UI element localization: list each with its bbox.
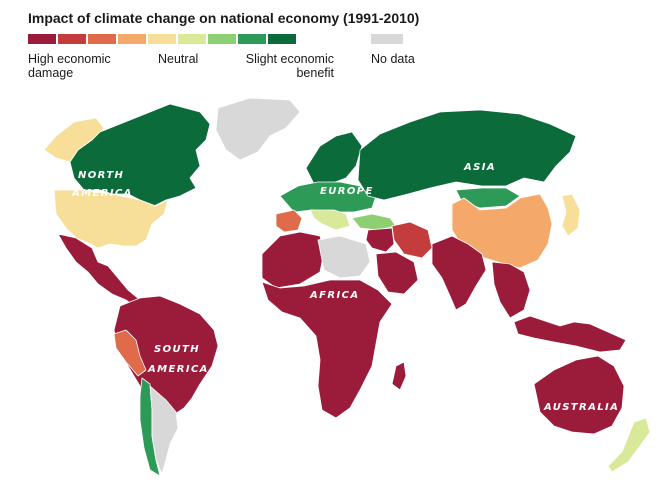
region-subsaharan-africa <box>261 279 393 419</box>
region-australia <box>533 355 625 435</box>
label-australia: AUSTRALIA <box>543 402 619 413</box>
legend-label-slight-benefit: Slight economic benefit <box>245 52 334 80</box>
map-title: Impact of climate change on national eco… <box>28 10 420 26</box>
legend-label-no-data: No data <box>371 52 415 66</box>
region-alaska <box>43 117 105 163</box>
legend-swatch-9 <box>268 34 296 44</box>
label-north: NORTH <box>78 170 124 181</box>
region-madagascar <box>391 361 407 391</box>
region-south-america <box>113 295 219 417</box>
region-libya-egypt <box>317 235 371 279</box>
label-asia: ASIA <box>463 162 496 173</box>
region-usa <box>53 189 169 249</box>
legend-color-scale <box>28 34 296 44</box>
region-turkey <box>351 213 397 231</box>
region-greenland <box>215 97 301 161</box>
legend-label-high-damage: High economic damage <box>28 52 111 80</box>
legend-swatch-5 <box>148 34 176 44</box>
legend-swatch-7 <box>208 34 236 44</box>
region-southeast-asia <box>491 261 531 319</box>
label-america-south: AMERICA <box>147 364 209 375</box>
label-africa: AFRICA <box>309 290 359 301</box>
region-arabia <box>375 251 419 295</box>
region-argentina <box>149 385 179 475</box>
region-north-africa <box>261 231 325 289</box>
region-indonesia <box>513 315 627 353</box>
region-central-europe <box>279 181 377 213</box>
region-spain <box>275 209 303 233</box>
region-new-zealand <box>607 417 651 473</box>
region-middle-east <box>365 227 395 253</box>
label-america-north: AMERICA <box>71 188 133 199</box>
legend-swatch-8 <box>238 34 266 44</box>
region-russia <box>357 109 577 201</box>
legend-swatch-1 <box>28 34 56 44</box>
legend-swatch-2 <box>58 34 86 44</box>
label-europe: EUROPE <box>320 186 374 197</box>
label-south: SOUTH <box>154 344 200 355</box>
legend-swatch-3 <box>88 34 116 44</box>
region-india <box>431 235 487 311</box>
region-northern-europe <box>305 131 363 185</box>
legend-swatch-4 <box>118 34 146 44</box>
region-peru <box>113 329 147 377</box>
legend-swatch-6 <box>178 34 206 44</box>
region-iran <box>391 221 433 259</box>
region-japan <box>561 193 581 237</box>
legend-no-data-swatch <box>371 34 403 44</box>
region-italy-balkans <box>309 209 351 231</box>
legend-label-neutral: Neutral <box>158 52 199 66</box>
region-canada <box>69 103 211 207</box>
